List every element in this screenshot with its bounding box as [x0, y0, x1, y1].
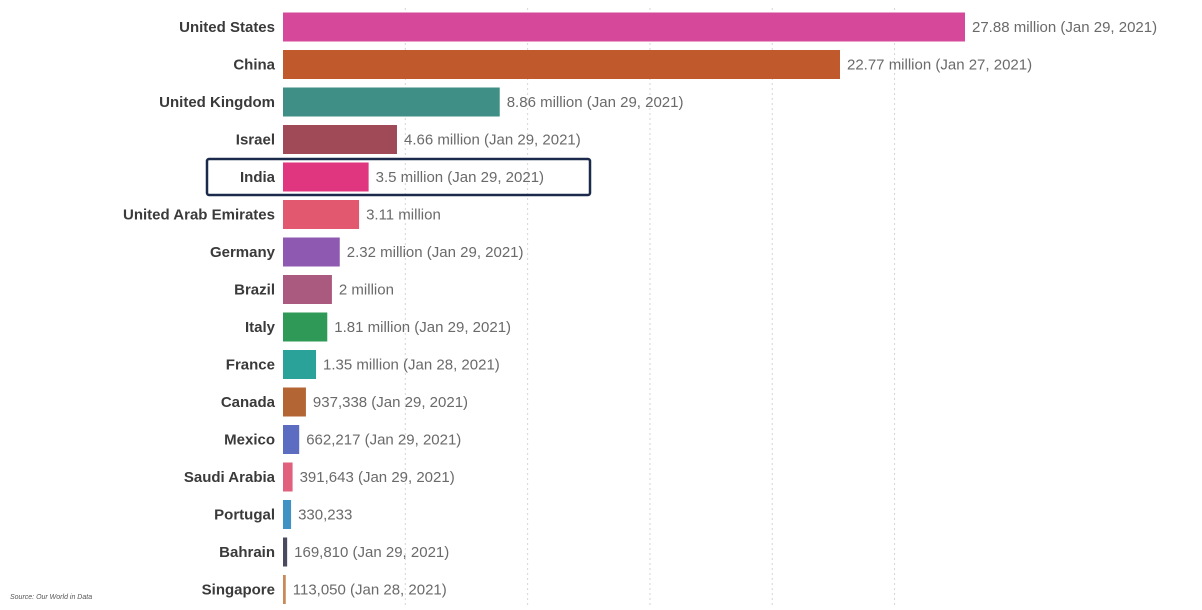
bar-israel [283, 125, 397, 154]
category-label: United Arab Emirates [123, 207, 275, 224]
bar-germany [283, 237, 340, 267]
value-label: 330,233 [298, 507, 352, 524]
bar-united-kingdom [283, 87, 500, 117]
value-label: 2.32 million (Jan 29, 2021) [347, 244, 524, 261]
category-label: France [226, 357, 275, 374]
category-label: Brazil [234, 282, 275, 299]
bar-united-states [283, 12, 965, 42]
highlight-box [205, 157, 592, 197]
bar-singapore [283, 575, 286, 604]
bar-mexico [283, 425, 300, 454]
category-label: Portugal [214, 507, 275, 524]
value-label: 2 million [339, 282, 394, 299]
category-label: China [233, 57, 275, 74]
value-label: 1.35 million (Jan 28, 2021) [323, 357, 500, 374]
bar-canada [283, 387, 306, 417]
value-label: 169,810 (Jan 29, 2021) [294, 544, 449, 561]
bars [283, 12, 965, 604]
category-label: Germany [210, 244, 276, 261]
category-label: Saudi Arabia [184, 469, 276, 486]
category-label: Canada [221, 394, 276, 411]
category-label: United Kingdom [159, 94, 275, 111]
bar-france [283, 350, 317, 379]
category-label: Singapore [202, 582, 275, 599]
bar-italy [283, 312, 328, 342]
category-label: Mexico [224, 432, 275, 449]
value-label: 662,217 (Jan 29, 2021) [306, 432, 461, 449]
value-label: 27.88 million (Jan 29, 2021) [972, 19, 1157, 36]
bar-bahrain [283, 537, 288, 567]
value-label: 113,050 (Jan 28, 2021) [293, 582, 447, 599]
bar-portugal [283, 500, 292, 529]
category-label: India [240, 169, 276, 186]
bar-china [283, 50, 840, 79]
value-label: 22.77 million (Jan 27, 2021) [847, 57, 1032, 74]
bar-saudi-arabia [283, 462, 293, 492]
category-label: Israel [236, 132, 275, 149]
value-label: 3.5 million (Jan 29, 2021) [376, 169, 544, 186]
value-label: 937,338 (Jan 29, 2021) [313, 394, 468, 411]
value-label: 1.81 million (Jan 29, 2021) [334, 319, 511, 336]
source-note: Source: Our World in Data [10, 594, 93, 601]
category-label: Italy [245, 319, 276, 336]
value-label: 3.11 million [366, 207, 441, 224]
bar-india [283, 162, 369, 192]
bar-united-arab-emirates [283, 200, 360, 229]
value-label: 391,643 (Jan 29, 2021) [300, 469, 455, 486]
category-label: United States [179, 19, 275, 36]
bar-brazil [283, 275, 332, 304]
value-label: 4.66 million (Jan 29, 2021) [404, 132, 581, 149]
value-label: 8.86 million (Jan 29, 2021) [507, 94, 684, 111]
category-label: Bahrain [219, 544, 275, 561]
highlight [205, 157, 592, 197]
labels: United States 27.88 million (Jan 29, 2021… [123, 19, 1157, 599]
